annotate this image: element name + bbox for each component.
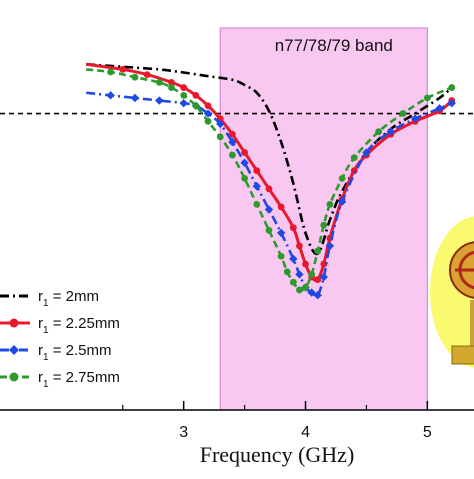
series-4-point	[253, 200, 261, 208]
inset-feed-line	[470, 300, 474, 348]
series-3	[86, 91, 456, 300]
series-3-point	[264, 205, 274, 214]
series-4-point	[229, 151, 236, 159]
inset-ground-plane	[451, 345, 474, 365]
series-2-point	[320, 260, 328, 268]
series-4-point	[289, 278, 297, 286]
series-4-point	[399, 110, 407, 117]
legend-entry-4: r1 = 2.75mm	[0, 369, 120, 390]
series-2-point	[302, 260, 309, 268]
series-3-point	[203, 109, 213, 118]
x-tick-label: 3	[179, 424, 188, 441]
series-2-point	[253, 167, 261, 175]
legend-entry-2: r1 = 2.25mm	[0, 315, 120, 336]
series-3-point	[155, 96, 164, 105]
series-4-point	[448, 84, 456, 91]
band-rect	[219, 27, 428, 411]
series-4-point	[180, 91, 188, 99]
x-tick-label: 4	[301, 424, 310, 441]
series-4	[86, 68, 456, 294]
series-4-point	[241, 175, 248, 182]
series-2-point	[241, 149, 248, 156]
antenna-inset-image	[430, 216, 474, 368]
series-4-point	[168, 84, 175, 91]
series-4-point	[302, 284, 309, 291]
series-3-point	[295, 270, 304, 279]
series-4-point	[283, 268, 291, 276]
series-3-point	[228, 137, 237, 147]
series-4-point	[423, 94, 431, 102]
legend-swatch-marker	[9, 318, 19, 328]
legend-swatch-marker	[9, 345, 19, 355]
series-2-point	[204, 102, 212, 110]
series-2-point	[277, 203, 285, 211]
legend-entry-1: r1 = 2mm	[0, 288, 99, 309]
x-axis: 3 4 5	[0, 401, 474, 441]
series-3-point	[386, 127, 396, 136]
x-axis-label: Frequency (GHz)	[200, 442, 355, 467]
series-2-point	[192, 91, 200, 99]
series-4-point	[308, 271, 316, 278]
legend-label: r1 = 2mm	[38, 288, 99, 309]
series-4-point	[320, 221, 328, 229]
series-layer	[85, 62, 456, 300]
band-label: n77/78/79 band	[275, 36, 393, 55]
series-2-point	[296, 242, 303, 250]
series-4-point	[216, 133, 224, 141]
series-4-point	[296, 286, 303, 294]
series-2-point	[168, 78, 175, 86]
series-4-point	[338, 175, 346, 182]
series-3-point	[240, 158, 249, 168]
series-3-point	[435, 104, 444, 113]
series-4-point	[131, 73, 139, 81]
series-3-point	[216, 119, 225, 129]
series-line-4	[86, 68, 453, 292]
series-4-point	[375, 128, 383, 136]
series-3-point	[447, 98, 456, 108]
series-4-point	[326, 200, 334, 208]
series-3-point	[276, 228, 286, 238]
series-4-point	[155, 78, 163, 86]
series-4-point	[277, 252, 285, 260]
series-2-point	[289, 224, 297, 232]
series-3-point	[289, 254, 298, 264]
series-4-point	[265, 226, 273, 234]
series-3-point	[325, 241, 335, 251]
series-2-point	[180, 84, 188, 91]
x-tick-label: 5	[423, 424, 432, 441]
series-3-point	[130, 93, 140, 103]
series-4-point	[192, 102, 200, 110]
legend-label: r1 = 2.75mm	[38, 369, 120, 390]
series-3-point	[313, 290, 322, 300]
series-3-point	[337, 197, 347, 206]
legend-swatch-marker	[9, 372, 19, 382]
series-3-point	[307, 288, 316, 297]
legend-label: r1 = 2.25mm	[38, 315, 120, 336]
series-2-point	[265, 185, 273, 193]
series-4-point	[107, 68, 114, 76]
series-3-point	[179, 98, 188, 108]
series-2-point	[314, 276, 322, 284]
series-3-point	[319, 272, 328, 282]
series-4-point	[350, 154, 358, 162]
series-4-point	[314, 247, 322, 255]
legend: r1 = 2mm r1 = 2.25mm r1 = 2.5mm r1 = 2.75mm	[0, 288, 120, 390]
legend-entry-3: r1 = 2.5mm	[0, 342, 112, 363]
legend-label: r1 = 2.5mm	[38, 342, 112, 363]
series-3-point	[106, 91, 115, 100]
series-4-point	[204, 117, 212, 125]
series-2-point	[143, 71, 151, 78]
series-2-point	[119, 66, 127, 73]
series-3-point	[362, 148, 371, 157]
series-2-point	[229, 130, 236, 138]
series-3-point	[410, 114, 420, 123]
series-3-point	[252, 181, 261, 191]
